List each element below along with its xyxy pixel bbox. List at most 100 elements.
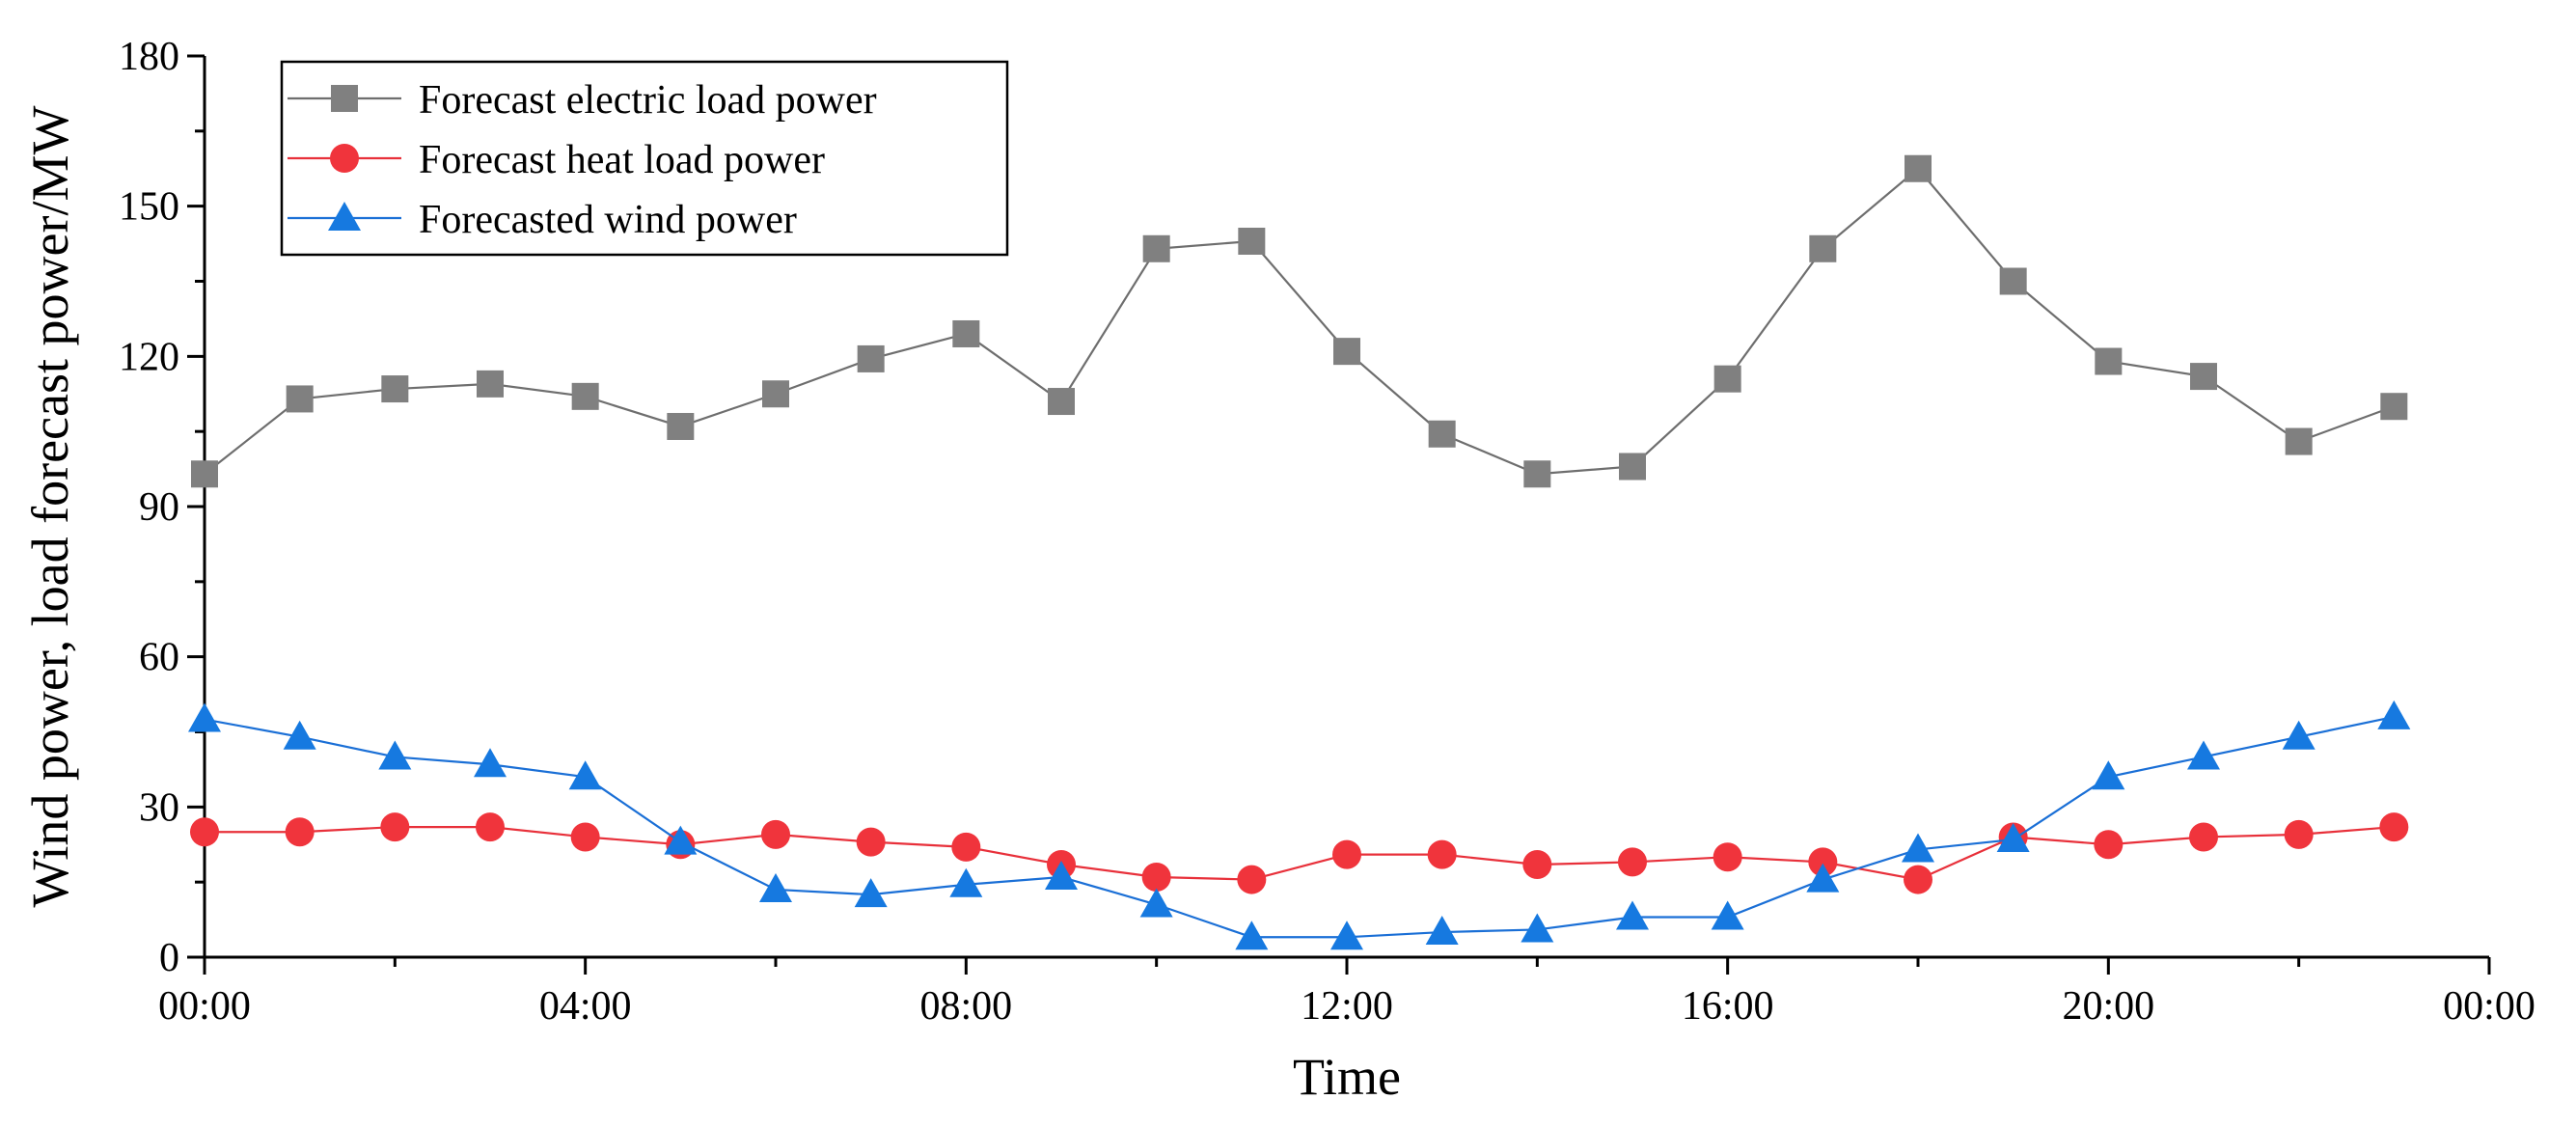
data-point: [1523, 460, 1551, 488]
data-point: [856, 827, 886, 857]
data-point: [190, 817, 219, 847]
data-point: [2379, 812, 2409, 842]
data-point: [1809, 234, 1837, 262]
data-point: [1522, 850, 1552, 880]
data-point: [1616, 900, 1649, 930]
data-point: [2284, 819, 2314, 849]
y-axis-title: Wind power, load forecast power/MW: [21, 106, 79, 908]
data-point: [2377, 700, 2411, 729]
series-circle: [190, 812, 2409, 894]
data-point: [1902, 833, 1934, 863]
data-point: [1238, 227, 1266, 255]
y-tick-label: 180: [119, 35, 179, 79]
series-square: [191, 154, 2408, 488]
data-point: [1428, 420, 1456, 448]
data-point: [2095, 347, 2123, 375]
data-point: [283, 720, 316, 750]
y-tick-label: 30: [139, 785, 179, 830]
data-point: [1711, 900, 1744, 930]
data-point: [949, 867, 983, 897]
data-point: [1141, 862, 1171, 892]
data-point: [1235, 921, 1269, 950]
data-point: [1425, 916, 1459, 946]
data-point: [1904, 865, 1932, 894]
data-point: [1999, 267, 2027, 295]
y-tick-label: 60: [139, 636, 179, 680]
data-point: [474, 748, 507, 778]
data-point: [191, 460, 218, 488]
data-point: [1139, 888, 1173, 918]
data-point: [1713, 365, 1741, 393]
x-axis-title: Time: [1293, 1048, 1401, 1106]
x-tick-label: 04:00: [539, 984, 632, 1029]
legend-label: Forecasted wind power: [419, 198, 797, 242]
legend: Forecast electric load power Forecast hea…: [280, 60, 1009, 257]
series-triangle: [188, 700, 2411, 950]
data-point: [761, 819, 790, 849]
legend-marker: [331, 85, 358, 112]
data-point: [477, 370, 504, 398]
legend-label: Forecast heat load power: [419, 138, 825, 182]
legend-box: [280, 60, 1009, 257]
data-point: [380, 812, 410, 842]
data-point: [188, 702, 221, 732]
data-point: [378, 740, 412, 770]
data-point: [1996, 823, 2030, 853]
data-point: [762, 380, 789, 408]
data-point: [1333, 338, 1360, 366]
data-point: [667, 412, 695, 440]
data-point: [1618, 847, 1647, 877]
data-point: [570, 822, 600, 852]
data-point: [664, 825, 698, 855]
data-point: [2187, 740, 2220, 770]
y-axis-ticks: 0 30 60 90 120 150 180: [119, 35, 205, 980]
data-point: [1330, 921, 1363, 950]
data-point: [568, 760, 602, 790]
data-point: [2380, 393, 2408, 421]
x-tick-label: 16:00: [1682, 984, 1774, 1029]
data-point: [1237, 865, 1267, 894]
data-point: [857, 344, 885, 372]
x-tick-label: 00:00: [2443, 984, 2535, 1029]
series-line: [204, 167, 2395, 476]
data-point: [1332, 839, 1361, 869]
data-point: [1713, 842, 1742, 872]
y-tick-label: 0: [159, 936, 179, 980]
y-tick-label: 90: [139, 485, 179, 530]
data-point: [381, 375, 409, 403]
data-point: [2190, 363, 2217, 391]
data-point: [952, 319, 980, 347]
data-point: [2189, 822, 2218, 852]
data-point: [571, 382, 599, 410]
data-point: [1521, 913, 1554, 943]
legend-marker: [330, 144, 359, 173]
data-point: [951, 832, 981, 862]
x-axis-ticks: 00:00 04:00 08:00 12:00 16:00 20:00 00:00: [158, 957, 2535, 1029]
data-point: [759, 872, 792, 902]
series-line: [205, 825, 2395, 881]
series-layer: [188, 154, 2411, 950]
data-point: [285, 817, 315, 847]
legend-entry: Forecast electric load power: [288, 78, 877, 123]
data-point: [1427, 839, 1457, 869]
data-point: [1048, 388, 1075, 416]
data-point: [854, 878, 888, 908]
data-point: [2282, 720, 2316, 750]
x-tick-label: 08:00: [919, 984, 1012, 1029]
data-point: [2094, 830, 2124, 860]
data-point: [2092, 760, 2125, 790]
y-tick-label: 150: [119, 185, 179, 230]
data-point: [1619, 453, 1646, 481]
data-point: [1142, 234, 1170, 262]
legend-entry: Forecasted wind power: [288, 198, 797, 242]
x-tick-label: 12:00: [1301, 984, 1393, 1029]
data-point: [1806, 863, 1840, 893]
y-tick-label: 120: [119, 335, 179, 379]
data-point: [1045, 860, 1078, 890]
x-tick-label: 00:00: [158, 984, 251, 1029]
data-point: [1905, 154, 1932, 182]
data-point: [476, 812, 505, 842]
data-point: [2285, 427, 2313, 455]
x-tick-label: 20:00: [2062, 984, 2154, 1029]
